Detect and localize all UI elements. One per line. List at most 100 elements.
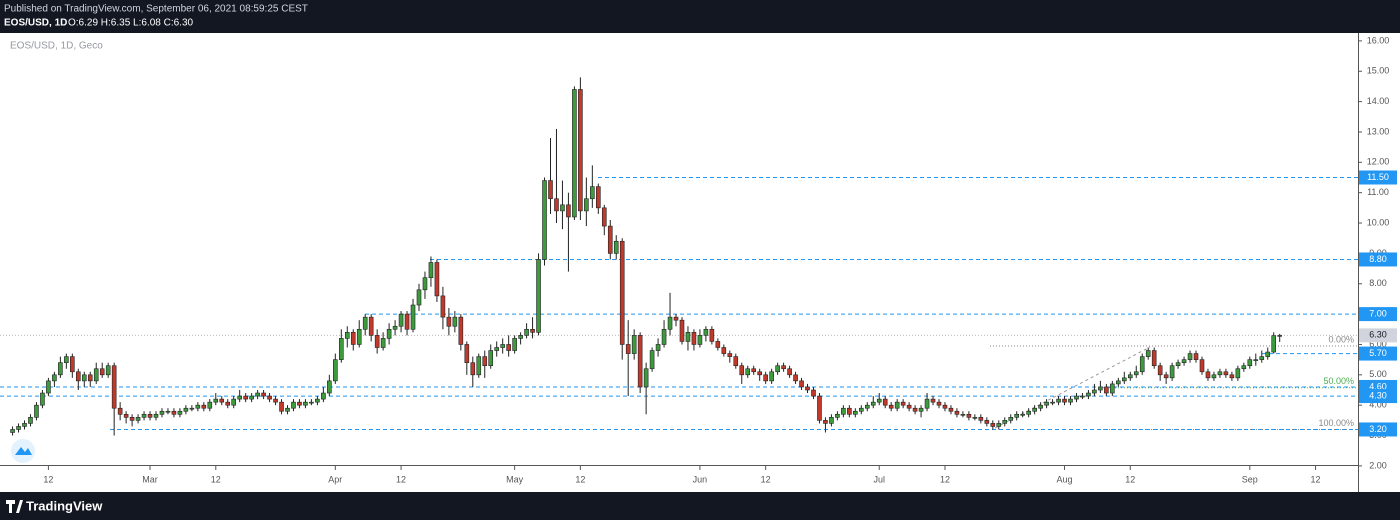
y-tick-label: 4.00	[1369, 400, 1387, 410]
watermark: EOS/USD, 1D, Geco	[10, 41, 103, 52]
candle-body	[936, 401, 942, 406]
candle-body	[135, 417, 141, 421]
candle-body	[422, 277, 428, 291]
candle-body	[428, 262, 434, 278]
candle-body	[841, 407, 846, 415]
candle-body	[261, 392, 266, 397]
candle-body	[165, 410, 171, 413]
candle-body	[1032, 407, 1037, 412]
candle-body	[607, 225, 613, 254]
fib-trend-line	[994, 346, 1151, 429]
candle-body	[494, 347, 499, 351]
x-tick-label: May	[506, 474, 524, 484]
candle-body	[1271, 335, 1277, 353]
candle-body	[769, 371, 774, 382]
y-tick-label: 13.00	[1367, 126, 1390, 136]
candle-body	[948, 407, 954, 412]
candle-body	[972, 417, 978, 419]
level-label-box	[1359, 422, 1397, 437]
candle-body	[392, 325, 398, 330]
candle-body	[613, 240, 619, 254]
candle-body	[1247, 359, 1253, 367]
candle-body	[1104, 386, 1109, 394]
level-label: 4.30	[1369, 390, 1387, 400]
candle-body	[679, 319, 685, 342]
candle-body	[249, 395, 254, 400]
level-label: 11.50	[1367, 172, 1389, 182]
candle-body	[548, 180, 553, 200]
level-label-box	[1359, 346, 1397, 361]
candle-body	[1133, 371, 1139, 376]
candle-body	[894, 401, 900, 409]
y-tick-label: 12.00	[1367, 157, 1390, 167]
candle-body	[566, 204, 571, 218]
level-label-box	[1359, 389, 1397, 404]
candle-body	[625, 344, 631, 354]
candle-body	[1259, 356, 1265, 360]
y-tick-label: 11.00	[1367, 187, 1389, 197]
candle-body	[464, 344, 470, 363]
candle-body	[930, 398, 936, 403]
y-tick-label: 14.00	[1367, 96, 1390, 106]
candle-body	[321, 392, 326, 400]
candle-body	[1157, 365, 1163, 376]
candle-body	[506, 344, 511, 351]
candle-body	[763, 374, 768, 382]
y-tick-label: 2.00	[1369, 460, 1387, 470]
x-tick-label: 12	[1125, 474, 1135, 484]
candle-body	[715, 341, 721, 348]
level-label-box	[1359, 307, 1397, 322]
candle-body	[1020, 413, 1025, 416]
x-tick-label: 12	[761, 474, 771, 484]
candle-body	[416, 289, 422, 306]
candle-body	[966, 413, 972, 418]
x-tick-label: 12	[43, 474, 53, 484]
candle-body	[697, 335, 703, 345]
candle-body	[213, 398, 219, 403]
candle-body	[46, 380, 51, 394]
candle-body	[273, 398, 278, 403]
candle-body	[1127, 374, 1133, 379]
candle-body	[500, 344, 505, 348]
candle-body	[356, 328, 362, 345]
candle-body	[333, 359, 338, 382]
candle-body	[601, 207, 607, 227]
candle-body	[16, 426, 21, 430]
candle-body	[315, 398, 320, 403]
candle-body	[105, 365, 111, 376]
candle-body	[590, 186, 595, 200]
candle-body	[446, 316, 452, 327]
candle-body	[52, 374, 57, 382]
candle-body	[811, 389, 816, 397]
y-tick-label: 10.00	[1367, 217, 1390, 227]
candle-body	[327, 380, 332, 394]
level-label: 3.20	[1369, 424, 1387, 434]
candle-body	[147, 413, 153, 418]
candle-body	[243, 395, 248, 400]
candle-body	[1044, 401, 1049, 406]
candle-body	[739, 365, 745, 376]
x-tick-label: 12	[575, 474, 585, 484]
candle-body	[536, 259, 541, 333]
candle-body	[1241, 365, 1247, 370]
x-tick-label: Sep	[1242, 474, 1258, 484]
level-label-box	[1359, 170, 1397, 185]
candle-body	[1151, 350, 1157, 367]
candle-body	[141, 413, 147, 418]
candle-body	[572, 89, 577, 218]
candle-body	[219, 398, 225, 403]
candle-body	[721, 347, 727, 354]
candle-body	[1121, 377, 1127, 382]
candle-body	[183, 407, 189, 412]
candle-body	[171, 410, 177, 415]
candle-body	[655, 344, 661, 351]
candle-body	[864, 404, 870, 409]
candle-body	[303, 401, 308, 406]
candle-body	[817, 395, 822, 421]
candle-body	[434, 262, 440, 297]
candle-body	[1223, 371, 1229, 376]
candle-body	[912, 407, 918, 412]
candle-body	[924, 398, 930, 409]
candle-body	[482, 356, 488, 367]
